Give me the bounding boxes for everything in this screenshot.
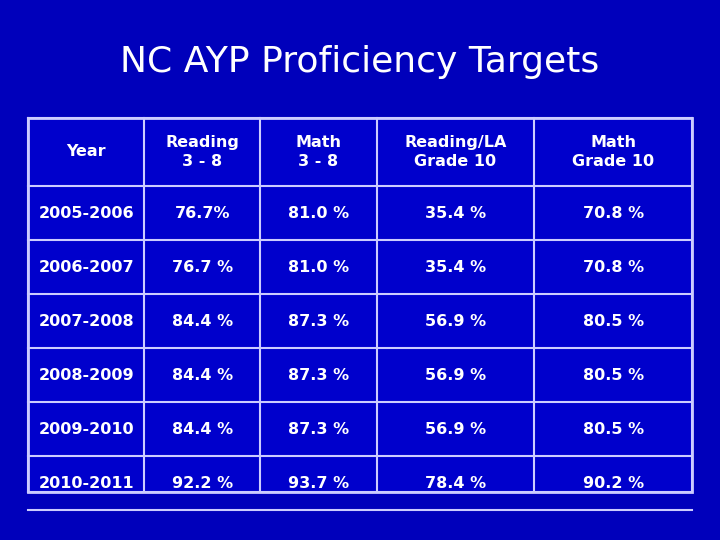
Text: Reading/LA
Grade 10: Reading/LA Grade 10 [404,134,507,170]
Text: 93.7 %: 93.7 % [288,476,349,490]
Text: 87.3 %: 87.3 % [288,422,349,436]
Text: 90.2 %: 90.2 % [582,476,644,490]
Text: 80.5 %: 80.5 % [582,368,644,382]
Text: Math
3 - 8: Math 3 - 8 [295,134,341,170]
Text: 2006-2007: 2006-2007 [38,260,134,274]
Text: 81.0 %: 81.0 % [288,206,349,220]
Text: 56.9 %: 56.9 % [425,314,486,328]
Text: 2009-2010: 2009-2010 [38,422,134,436]
Text: Math
Grade 10: Math Grade 10 [572,134,654,170]
Text: 2010-2011: 2010-2011 [38,476,134,490]
Text: 84.4 %: 84.4 % [172,422,233,436]
Bar [28,118,692,492]
Text: NC AYP Proficiency Targets: NC AYP Proficiency Targets [120,45,600,79]
Text: 87.3 %: 87.3 % [288,368,349,382]
Text: 84.4 %: 84.4 % [172,314,233,328]
Text: 78.4 %: 78.4 % [425,476,486,490]
Text: 2005-2006: 2005-2006 [38,206,134,220]
Text: 56.9 %: 56.9 % [425,368,486,382]
Text: 56.9 %: 56.9 % [425,422,486,436]
Text: 87.3 %: 87.3 % [288,314,349,328]
Text: 2008-2009: 2008-2009 [38,368,134,382]
Text: 84.4 %: 84.4 % [172,368,233,382]
Text: 35.4 %: 35.4 % [425,260,486,274]
Text: 92.2 %: 92.2 % [172,476,233,490]
Text: 76.7 %: 76.7 % [172,260,233,274]
Text: 80.5 %: 80.5 % [582,422,644,436]
Text: 80.5 %: 80.5 % [582,314,644,328]
Text: 70.8 %: 70.8 % [582,260,644,274]
Text: Reading
3 - 8: Reading 3 - 8 [166,134,239,170]
Text: 35.4 %: 35.4 % [425,206,486,220]
Text: 81.0 %: 81.0 % [288,260,349,274]
Text: 2007-2008: 2007-2008 [38,314,134,328]
Text: 70.8 %: 70.8 % [582,206,644,220]
Text: Year: Year [66,145,106,159]
Text: 76.7%: 76.7% [174,206,230,220]
